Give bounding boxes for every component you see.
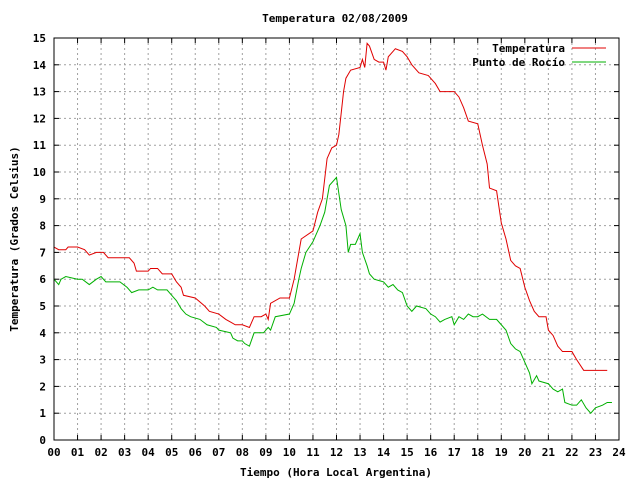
- x-tick-label: 02: [94, 446, 107, 459]
- y-tick-label: 6: [39, 273, 46, 286]
- y-tick-label: 4: [39, 327, 46, 340]
- x-tick-label: 09: [259, 446, 272, 459]
- legend-label: Punto de Rocío: [472, 56, 565, 69]
- series-layer: [53, 42, 612, 414]
- x-tick-label: 22: [565, 446, 578, 459]
- x-tick-label: 13: [353, 446, 366, 459]
- x-tick-label: 19: [495, 446, 508, 459]
- y-tick-label: 5: [39, 300, 46, 313]
- series-line-temperatura: [53, 42, 608, 371]
- y-tick-label: 0: [39, 434, 46, 447]
- legend-label: Temperatura: [492, 42, 565, 55]
- y-tick-label: 12: [33, 112, 46, 125]
- x-tick-label: 14: [377, 446, 391, 459]
- x-tick-label: 20: [518, 446, 531, 459]
- x-tick-label: 06: [189, 446, 203, 459]
- x-tick-label: 12: [330, 446, 343, 459]
- series-line-punto-de-rocio: [53, 176, 612, 414]
- x-tick-label: 15: [401, 446, 414, 459]
- y-axis-label: Temperatura (Grados Celsius): [8, 146, 21, 331]
- y-tick-label: 15: [33, 32, 46, 45]
- y-tick-label: 3: [39, 354, 46, 367]
- x-tick-label: 11: [306, 446, 320, 459]
- y-tick-label: 11: [33, 139, 47, 152]
- x-tick-label: 03: [118, 446, 131, 459]
- x-tick-label: 10: [283, 446, 296, 459]
- y-tick-label: 14: [33, 59, 47, 72]
- y-tick-label: 1: [39, 407, 46, 420]
- y-tick-label: 10: [33, 166, 46, 179]
- x-axis-ticks: 00 01 02 03 04 05 06 07 08 09 10 11 12 13 14 15 16 17 18 19…: [47, 38, 626, 459]
- x-tick-label: 05: [165, 446, 178, 459]
- x-tick-label: 21: [542, 446, 556, 459]
- y-tick-label: 13: [33, 86, 46, 99]
- x-tick-label: 16: [424, 446, 438, 459]
- x-tick-label: 08: [236, 446, 249, 459]
- x-tick-label: 17: [448, 446, 461, 459]
- x-tick-label: 24: [612, 446, 626, 459]
- plot-frame: [53, 37, 620, 441]
- x-tick-label: 01: [71, 446, 85, 459]
- x-tick-label: 18: [471, 446, 484, 459]
- y-tick-label: 2: [39, 380, 46, 393]
- x-tick-label: 04: [142, 446, 156, 459]
- x-tick-label: 23: [589, 446, 602, 459]
- y-tick-label: 7: [39, 246, 46, 259]
- y-tick-label: 8: [39, 220, 46, 233]
- y-tick-label: 9: [39, 193, 46, 206]
- x-axis-label: Tiempo (Hora Local Argentina): [240, 466, 432, 479]
- grid-layer: [54, 38, 619, 440]
- chart-title: Temperatura 02/08/2009: [262, 12, 408, 25]
- x-tick-label: 00: [47, 446, 60, 459]
- x-tick-label: 07: [212, 446, 225, 459]
